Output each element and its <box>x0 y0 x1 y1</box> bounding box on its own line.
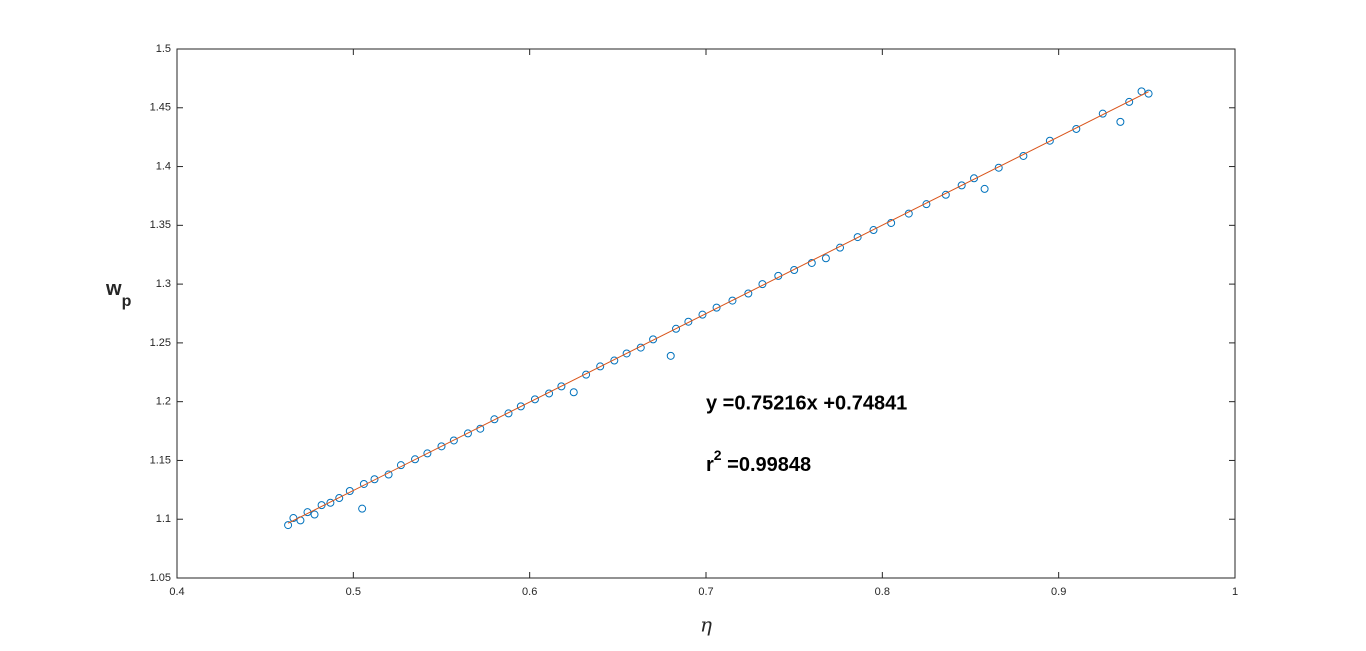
data-point <box>807 258 816 267</box>
x-tick-label: 0.8 <box>875 586 890 598</box>
data-point <box>463 429 472 438</box>
data-point <box>1125 97 1134 106</box>
data-point <box>569 388 578 397</box>
y-tick-label: 1.3 <box>156 278 171 290</box>
data-point <box>649 335 658 344</box>
data-point <box>684 317 693 326</box>
fit-line <box>287 91 1149 524</box>
data-point <box>994 163 1003 172</box>
r2-sup: 2 <box>714 447 722 463</box>
x-tick-label: 0.6 <box>522 586 537 598</box>
x-tick-label: 1 <box>1232 586 1238 598</box>
y-tick-label: 1.45 <box>150 102 171 114</box>
data-point <box>698 310 707 319</box>
data-point <box>672 324 681 333</box>
data-point <box>1072 124 1081 133</box>
data-point <box>666 351 675 360</box>
x-tick-label: 0.9 <box>1051 586 1066 598</box>
data-point <box>821 254 830 263</box>
data-point <box>980 184 989 193</box>
y-tick-label: 1.4 <box>156 160 171 172</box>
y-tick-label: 1.35 <box>150 219 171 231</box>
x-tick-label: 0.5 <box>346 586 361 598</box>
data-point <box>582 370 591 379</box>
data-point <box>922 200 931 209</box>
equation-annotation: y =0.75216x +0.74841 <box>706 392 907 414</box>
data-point <box>1116 117 1125 126</box>
data-point <box>504 409 513 418</box>
data-point <box>596 362 605 371</box>
y-tick-label: 1.2 <box>156 396 171 408</box>
data-point <box>449 436 458 445</box>
y-axis-label: wp <box>105 278 132 310</box>
data-point <box>853 233 862 242</box>
data-point <box>326 498 335 507</box>
data-point <box>370 475 379 484</box>
data-point <box>610 356 619 365</box>
data-point <box>712 303 721 312</box>
x-tick-label: 0.4 <box>169 586 184 598</box>
data-point <box>1098 109 1107 118</box>
x-tick-label: 0.7 <box>698 586 713 598</box>
data-point <box>530 395 539 404</box>
y-tick-label: 1.25 <box>150 337 171 349</box>
r2-text: =0.99848 <box>722 454 812 476</box>
data-point <box>545 389 554 398</box>
y-tick-label: 1.15 <box>150 454 171 466</box>
data-point <box>957 181 966 190</box>
data-point <box>411 455 420 464</box>
data-point <box>970 174 979 183</box>
data-point <box>289 514 298 523</box>
data-point <box>1045 136 1054 145</box>
data-point <box>557 382 566 391</box>
y-tick-label: 1.5 <box>156 43 171 55</box>
data-point <box>490 415 499 424</box>
data-point <box>335 494 344 503</box>
y-label-sub: p <box>122 293 132 310</box>
y-tick-label: 1.05 <box>150 572 171 584</box>
x-axis-label: η <box>700 613 712 637</box>
data-point <box>728 296 737 305</box>
data-point <box>744 289 753 298</box>
r2-base: r <box>706 454 714 476</box>
data-point <box>437 442 446 451</box>
y-label-base: w <box>105 278 122 300</box>
y-tick-label: 1.1 <box>156 513 171 525</box>
data-point <box>869 226 878 235</box>
data-point <box>423 449 432 458</box>
data-point <box>516 402 525 411</box>
data-point <box>622 349 631 358</box>
data-point <box>358 504 367 513</box>
data-point <box>284 521 293 530</box>
data-point <box>790 266 799 275</box>
r2-annotation: r2 =0.99848 <box>706 447 811 477</box>
data-point <box>310 510 319 519</box>
